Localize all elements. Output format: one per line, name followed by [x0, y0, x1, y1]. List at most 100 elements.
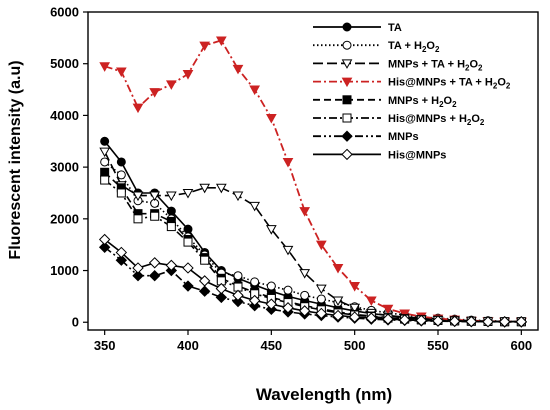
data-point	[99, 62, 111, 72]
data-point	[349, 303, 361, 314]
legend-label: MNPs + H2O2	[388, 95, 457, 109]
data-point	[233, 271, 243, 281]
x-tick-label: 400	[177, 338, 199, 353]
data-point	[300, 290, 310, 300]
data-point	[100, 175, 110, 185]
data-point	[149, 88, 161, 98]
data-point	[183, 224, 193, 234]
data-point	[132, 103, 144, 114]
data-point	[148, 257, 161, 269]
data-point	[232, 289, 244, 302]
data-point	[99, 147, 111, 158]
data-point	[298, 305, 311, 317]
data-point	[332, 263, 344, 274]
data-point	[215, 183, 227, 194]
data-point	[382, 313, 394, 325]
data-point	[283, 285, 293, 295]
series-layer	[98, 36, 528, 328]
legend-label: MNPs + TA + H2O2	[388, 58, 483, 72]
data-point	[182, 262, 194, 274]
data-point	[133, 214, 143, 224]
legend-item: MNPs + TA + H2O2	[313, 58, 483, 72]
y-tick-label: 1000	[50, 263, 79, 278]
data-point	[282, 302, 294, 314]
data-point	[116, 157, 126, 167]
y-tick-label: 0	[72, 315, 79, 330]
data-point	[315, 240, 327, 251]
data-point	[182, 70, 194, 80]
data-point	[215, 291, 228, 304]
axes: 350 400 450 500 550 6000100020003000400050006…	[50, 5, 539, 353]
data-point	[398, 314, 411, 326]
data-point	[115, 254, 128, 266]
data-point	[215, 36, 227, 46]
data-point	[365, 312, 378, 324]
data-point	[166, 206, 176, 216]
data-point	[315, 307, 328, 320]
data-point	[132, 270, 144, 282]
data-point	[165, 259, 178, 272]
x-tick-label: 350	[94, 338, 116, 353]
data-point	[132, 262, 144, 274]
data-point	[116, 170, 126, 180]
data-point	[482, 316, 494, 328]
legend-swatch-marker	[342, 113, 352, 123]
data-point	[498, 316, 511, 328]
data-point	[132, 191, 144, 202]
data-point	[316, 294, 326, 304]
data-point	[349, 282, 361, 292]
data-point	[299, 269, 311, 279]
data-point	[432, 315, 444, 327]
data-point	[232, 191, 244, 202]
data-point	[249, 201, 261, 212]
data-point	[116, 188, 126, 198]
legend-label: TA	[388, 22, 402, 34]
data-point	[148, 270, 161, 282]
data-point	[465, 315, 478, 328]
data-point	[232, 64, 244, 75]
legend-swatch-marker	[342, 22, 352, 32]
data-point	[182, 280, 194, 292]
legend-swatch-marker	[342, 95, 352, 105]
data-point	[315, 284, 327, 295]
legend-swatch-marker	[341, 148, 353, 161]
data-point	[200, 255, 210, 265]
data-point	[232, 295, 244, 308]
data-point	[415, 314, 428, 327]
legend-item: TA + H2O2	[313, 40, 440, 54]
data-point	[348, 311, 361, 323]
data-point	[149, 191, 161, 202]
legend-item: His@MNPs + H2O2	[313, 113, 485, 127]
legend: TA TA + H2O2 MNPs + TA + H2O2 His@MNPs + TA…	[313, 22, 511, 161]
data-point	[282, 157, 294, 168]
data-point	[382, 304, 394, 315]
data-point	[199, 183, 211, 194]
plot-frame	[87, 11, 539, 331]
data-point	[98, 233, 111, 246]
data-point	[115, 67, 127, 77]
legend-item: His@MNPs	[313, 148, 446, 161]
data-point	[299, 207, 311, 217]
data-point	[100, 136, 110, 146]
data-point	[182, 188, 194, 199]
y-tick-label: 3000	[50, 160, 79, 175]
y-tick-label: 6000	[50, 5, 79, 20]
y-tick-label: 5000	[50, 56, 79, 71]
x-tick-label: 500	[344, 338, 366, 353]
legend-item: MNPs	[313, 130, 419, 143]
x-tick-label: 550	[427, 338, 449, 353]
data-point	[166, 222, 176, 232]
data-point	[98, 241, 111, 253]
data-point	[399, 309, 411, 319]
legend-label: TA + H2O2	[388, 40, 440, 54]
data-point	[183, 237, 193, 247]
data-point	[365, 296, 377, 307]
data-point	[282, 245, 294, 256]
data-point	[115, 246, 128, 259]
y-tick-label: 4000	[50, 108, 79, 123]
data-point	[249, 85, 261, 96]
data-point	[165, 80, 177, 90]
data-point	[332, 309, 344, 322]
legend-swatch-marker	[342, 40, 352, 50]
